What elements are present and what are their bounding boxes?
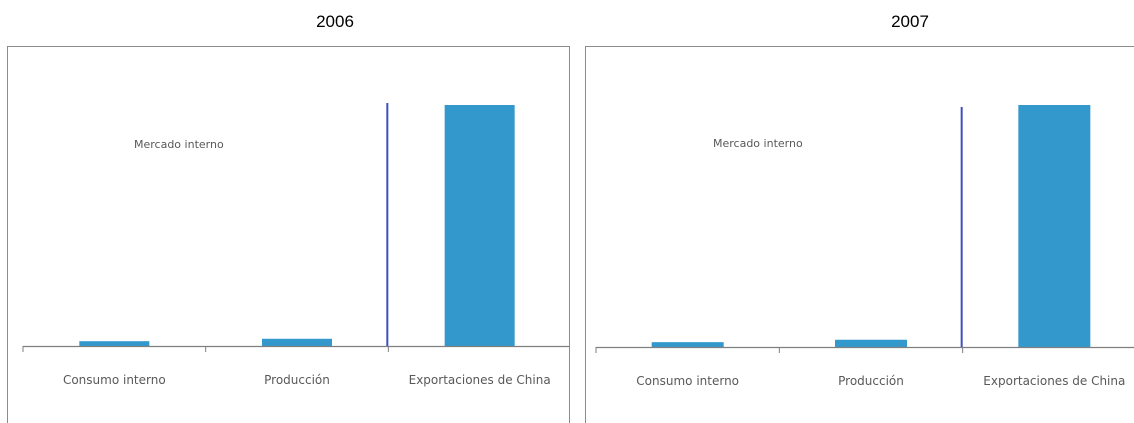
- bar-3: [444, 105, 515, 346]
- bar-3: [1018, 105, 1091, 347]
- bar-2: [835, 339, 907, 347]
- bar-1: [651, 342, 724, 347]
- annotation-label: Mercado interno: [713, 137, 803, 150]
- chart-title-2006: 2006: [316, 12, 354, 31]
- bar-2: [262, 338, 332, 346]
- x-tick-label: Exportaciones de China: [409, 373, 551, 387]
- x-tick-label: Exportaciones de China: [983, 374, 1125, 388]
- x-tick-label: Consumo interno: [63, 373, 166, 387]
- chart-2006: Consumo interno Producción Exportaciones d…: [22, 103, 569, 387]
- chart-panel-2006: Consumo interno Producción Exportaciones d…: [7, 46, 570, 423]
- x-tick-label: Producción: [264, 373, 330, 387]
- annotation-label: Mercado interno: [134, 138, 224, 151]
- x-tick-label: Consumo interno: [636, 374, 739, 388]
- chart-title-2007: 2007: [891, 12, 929, 31]
- chart-panel-2007: Consumo interno Producción Exportaciones d…: [585, 46, 1134, 423]
- chart-2007: Consumo interno Producción Exportaciones d…: [595, 105, 1134, 388]
- bar-1: [79, 341, 150, 346]
- x-tick-label: Producción: [838, 374, 904, 388]
